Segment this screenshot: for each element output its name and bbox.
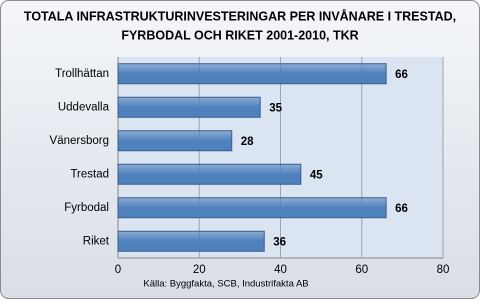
y-tick-label: Trollhättan bbox=[55, 68, 109, 80]
y-tick-label: Vänersborg bbox=[50, 135, 109, 147]
value-label: 35 bbox=[269, 102, 282, 114]
chart-title: FYRBODAL OCH RIKET 2001-2010, TKR bbox=[121, 28, 358, 42]
y-tick-label: Fyrbodal bbox=[64, 202, 109, 214]
bar bbox=[117, 230, 265, 252]
value-label: 45 bbox=[310, 169, 323, 181]
bar bbox=[117, 163, 302, 185]
x-tick-label: 80 bbox=[437, 264, 450, 276]
y-tick-label: Trestad bbox=[70, 168, 109, 180]
bar bbox=[117, 63, 387, 85]
chart-title: TOTALA INFRASTRUKTURINVESTERINGAR PER IN… bbox=[24, 8, 456, 23]
source-note: Källa: Byggfakta, SCB, Industrifakta AB bbox=[143, 279, 308, 290]
y-tick-label: Uddevalla bbox=[58, 101, 110, 113]
value-label: 66 bbox=[395, 203, 408, 215]
x-tick-label: 40 bbox=[274, 264, 287, 276]
bar bbox=[117, 130, 233, 152]
value-label: 36 bbox=[273, 236, 286, 248]
x-tick-label: 20 bbox=[193, 264, 206, 276]
value-label: 66 bbox=[395, 69, 408, 81]
y-tick-label: Riket bbox=[83, 235, 110, 247]
x-tick-label: 60 bbox=[355, 264, 368, 276]
bar bbox=[117, 197, 387, 219]
x-tick-label: 0 bbox=[115, 264, 121, 276]
value-label: 28 bbox=[241, 136, 254, 148]
bar bbox=[117, 96, 261, 118]
